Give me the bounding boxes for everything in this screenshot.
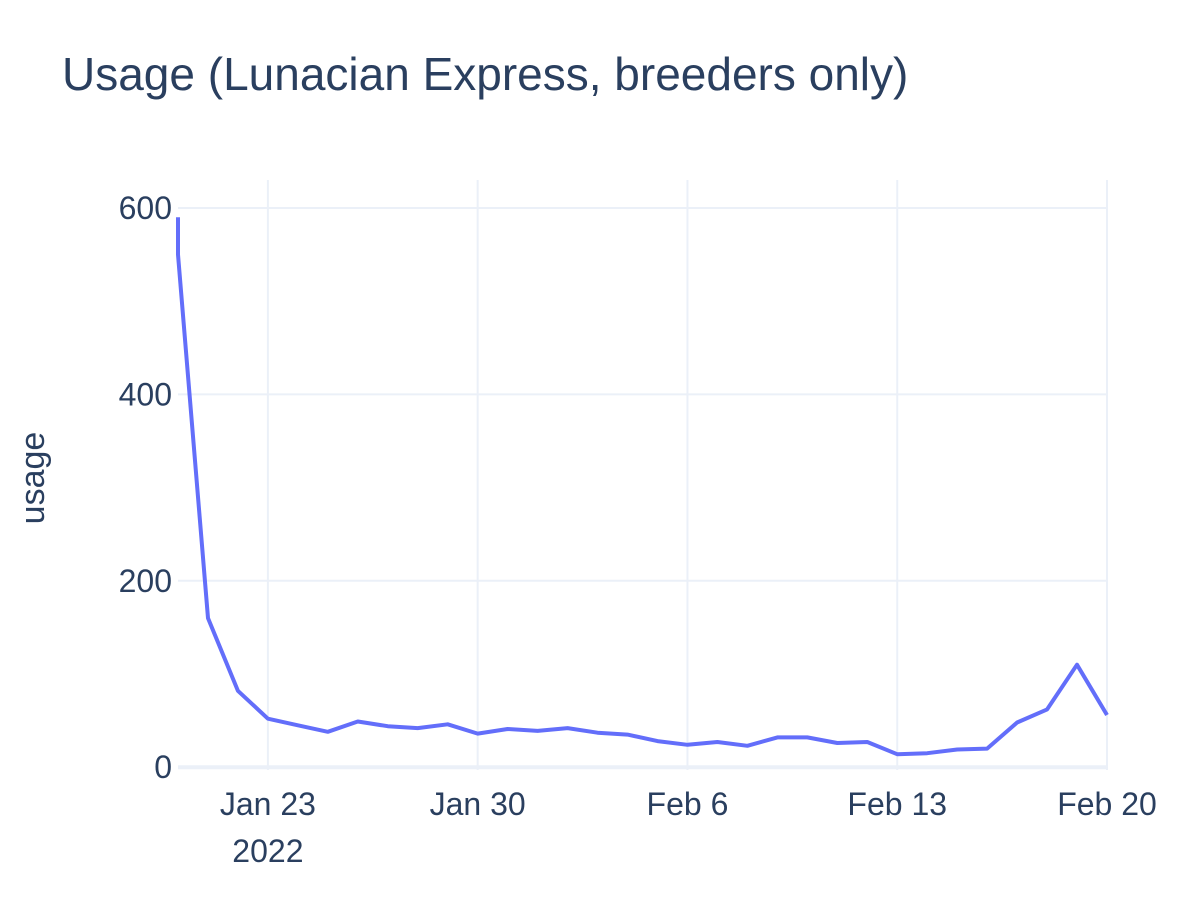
y-tick-label: 600	[119, 190, 172, 226]
y-axis-title: usage	[14, 432, 52, 525]
y-tick-label: 200	[119, 563, 172, 599]
x-tick-label: Feb 13	[847, 786, 947, 822]
grid-layer	[178, 180, 1108, 770]
x-tick-label: Feb 6	[647, 786, 729, 822]
y-tick-label: 0	[154, 749, 172, 785]
series-layer	[176, 217, 1109, 757]
x-tick-label: Feb 20	[1057, 786, 1157, 822]
x-tick-year-label: 2022	[232, 833, 303, 869]
y-tick-label: 400	[119, 376, 172, 412]
x-axis-ticks: Jan 23 2022 Jan 30 Feb 6 Feb 13 Feb 20	[220, 786, 1157, 869]
y-axis-ticks: 0 200 400 600	[119, 190, 172, 785]
series-line	[176, 217, 1109, 757]
chart-title: Usage (Lunacian Express, breeders only)	[62, 48, 908, 100]
x-tick-label: Jan 30	[430, 786, 526, 822]
x-tick-label: Jan 23	[220, 786, 316, 822]
